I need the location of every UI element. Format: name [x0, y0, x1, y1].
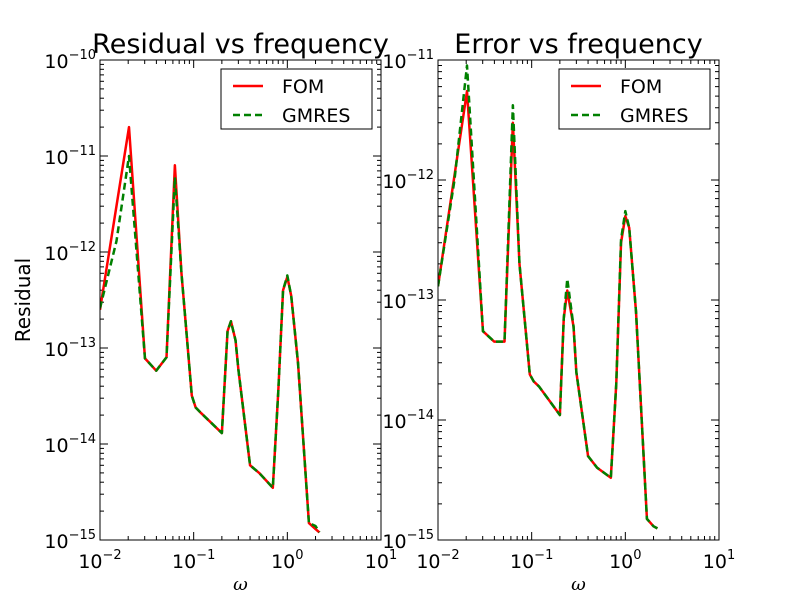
x-tick-base: 10 — [172, 551, 196, 573]
y-tick-label: 10−13 — [44, 336, 96, 361]
y-tick-base: 10 — [382, 411, 406, 433]
y-tick-base: 10 — [44, 531, 68, 553]
y-tick-label: 10−12 — [44, 240, 96, 265]
y-tick-base: 10 — [382, 171, 406, 193]
x-tick-label: 10−2 — [78, 548, 121, 573]
y-tick-label: 10−14 — [382, 408, 434, 433]
y-tick-base: 10 — [382, 291, 406, 313]
legend-box — [220, 68, 373, 130]
x-tick-exponent: −2 — [441, 548, 460, 563]
y-tick-exponent: −12 — [69, 240, 96, 255]
plot-area — [438, 64, 658, 530]
x-tick-label: 10−2 — [416, 548, 459, 573]
x-tick-exponent: −1 — [196, 548, 215, 563]
y-tick-exponent: −15 — [407, 528, 434, 543]
x-tick-exponent: 1 — [389, 548, 397, 563]
y-tick-exponent: −14 — [69, 432, 96, 447]
y-tick-base: 10 — [382, 531, 406, 553]
y-tick-exponent: −11 — [407, 48, 434, 63]
chart-title: Residual vs frequency — [92, 29, 389, 60]
y-tick-exponent: −15 — [69, 528, 96, 543]
y-tick-exponent: −13 — [407, 288, 434, 303]
x-axis-label: ω — [571, 574, 586, 595]
y-tick-label: 10−13 — [382, 288, 434, 313]
x-tick-exponent: 1 — [727, 548, 735, 563]
x-tick-base: 10 — [703, 551, 727, 573]
y-tick-label: 10−10 — [44, 48, 96, 73]
chart-title: Error vs frequency — [454, 29, 702, 60]
y-tick-base: 10 — [44, 435, 68, 457]
x-tick-exponent: 0 — [295, 548, 303, 563]
legend-label-gmres: GMRES — [282, 105, 350, 127]
y-tick-label: 10−12 — [382, 168, 434, 193]
x-axis-label: ω — [233, 574, 248, 595]
y-tick-base: 10 — [382, 51, 406, 73]
y-tick-label: 10−11 — [382, 48, 434, 73]
plot-area — [100, 125, 321, 534]
y-tick-base: 10 — [44, 147, 68, 169]
y-tick-base: 10 — [44, 51, 68, 73]
y-tick-exponent: −13 — [69, 336, 96, 351]
y-tick-label: 10−14 — [44, 432, 96, 457]
legend: FOM GMRES — [558, 68, 711, 130]
y-axis-label: Residual — [11, 258, 35, 342]
y-tick-label: 10−11 — [44, 144, 96, 169]
x-tick-base: 10 — [78, 551, 102, 573]
legend: FOM GMRES — [220, 68, 373, 130]
x-tick-base: 10 — [271, 551, 295, 573]
x-tick-base: 10 — [609, 551, 633, 573]
y-tick-label: 10−15 — [382, 528, 434, 553]
y-tick-exponent: −14 — [407, 408, 434, 423]
y-tick-base: 10 — [44, 243, 68, 265]
x-tick-base: 10 — [510, 551, 534, 573]
y-tick-exponent: −11 — [69, 144, 96, 159]
legend-label-fom: FOM — [282, 76, 324, 98]
series-line-gmres — [100, 154, 321, 534]
axes-frame — [99, 59, 382, 541]
x-tick-label: 10−1 — [172, 548, 215, 573]
x-tick-exponent: −2 — [103, 548, 122, 563]
legend-label-fom: FOM — [620, 76, 662, 98]
axes-frame — [437, 59, 720, 541]
legend-box — [558, 68, 711, 130]
y-tick-label: 10−15 — [44, 528, 96, 553]
x-tick-label: 100 — [271, 548, 303, 573]
x-tick-base: 10 — [416, 551, 440, 573]
y-tick-exponent: −10 — [69, 48, 96, 63]
y-tick-exponent: −12 — [407, 168, 434, 183]
y-tick-base: 10 — [44, 339, 68, 361]
x-tick-label: 101 — [703, 548, 735, 573]
x-tick-exponent: −1 — [534, 548, 553, 563]
x-tick-base: 10 — [365, 551, 389, 573]
x-tick-label: 100 — [609, 548, 641, 573]
axis-ticks — [437, 60, 719, 541]
legend-label-gmres: GMRES — [620, 105, 688, 127]
series-line-gmres — [438, 64, 658, 530]
x-tick-label: 10−1 — [510, 548, 553, 573]
x-tick-label: 101 — [365, 548, 397, 573]
x-tick-exponent: 0 — [633, 548, 641, 563]
